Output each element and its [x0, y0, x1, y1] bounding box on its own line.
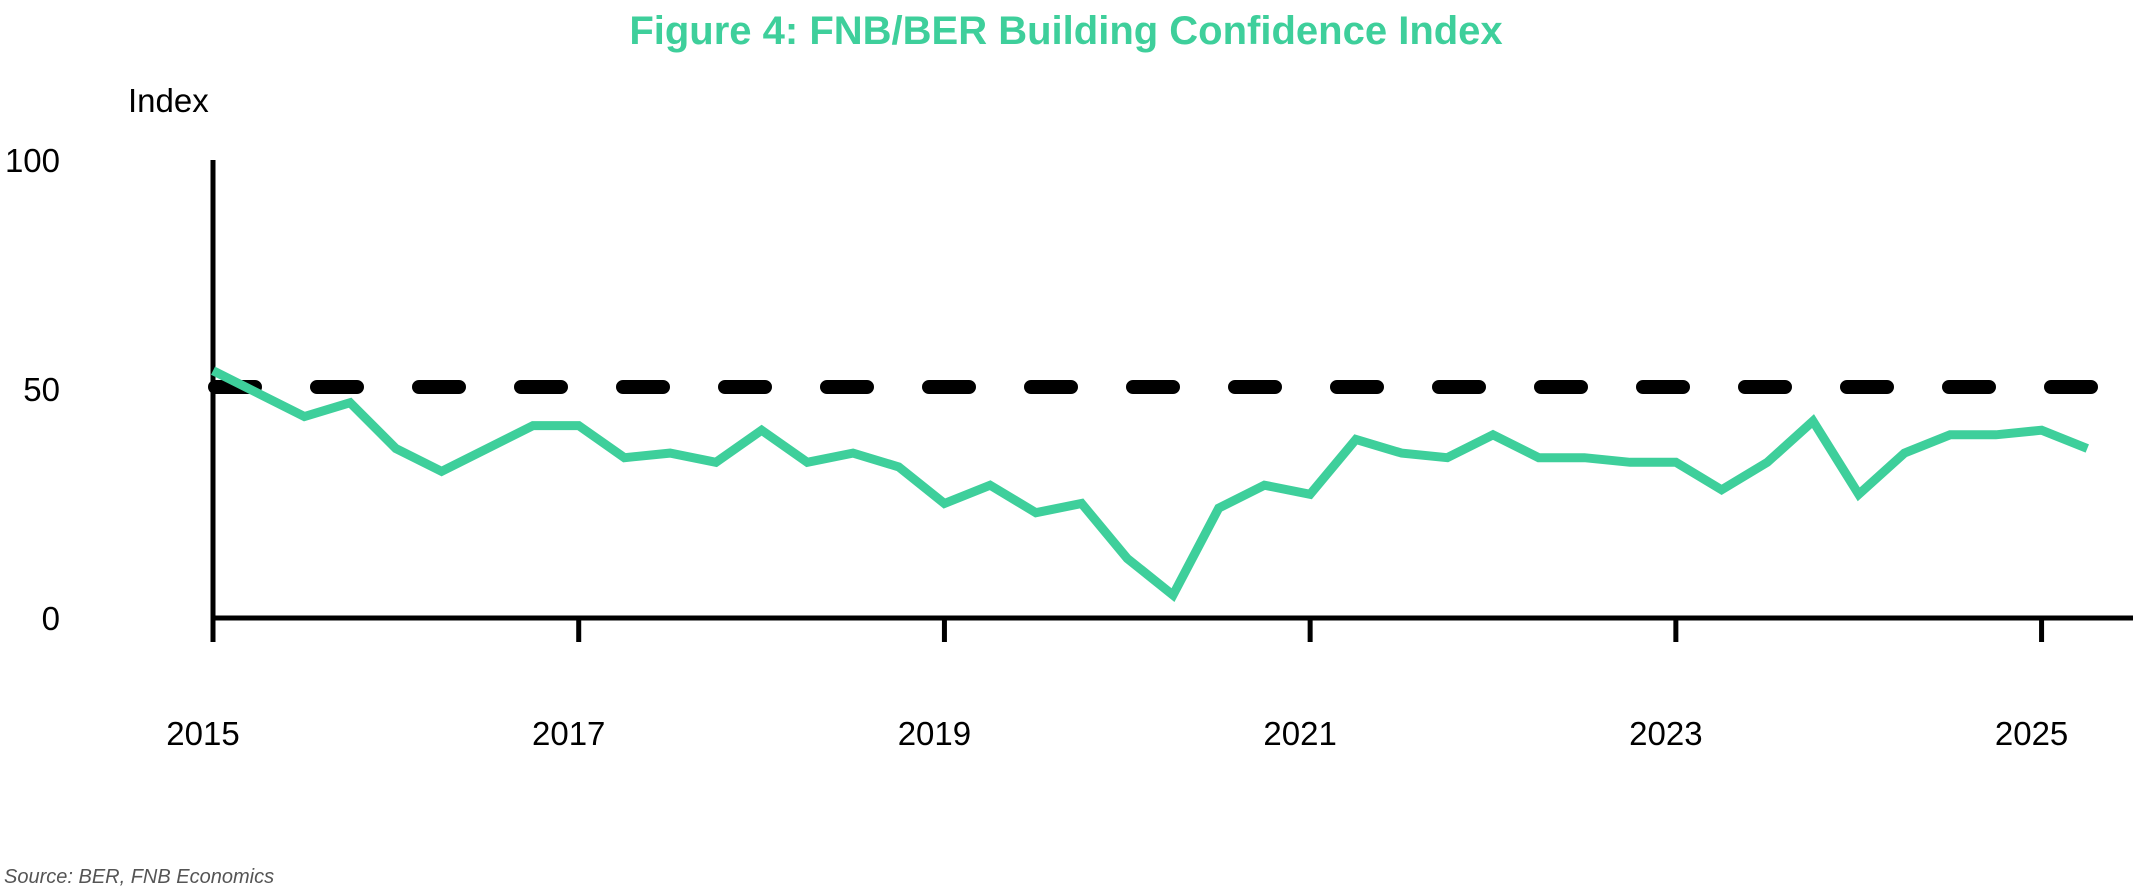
y-tick-label: 0 — [42, 600, 60, 637]
x-tick-label: 2023 — [1629, 715, 1702, 752]
y-tick-labels: 0 50 100 — [5, 142, 60, 637]
x-tick-label: 2015 — [166, 715, 239, 752]
series-line — [210, 366, 2089, 603]
source-note: Source: BER, FNB Economics — [4, 866, 274, 888]
x-tick-label: 2017 — [532, 715, 605, 752]
y-tick-label: 50 — [23, 371, 60, 408]
y-axis-label: Index — [128, 82, 209, 119]
y-tick-label: 100 — [5, 142, 60, 179]
x-tick-label: 2021 — [1263, 715, 1336, 752]
series-group — [210, 366, 2089, 603]
x-tick-labels: 2015 2017 2019 2021 2023 2025 — [166, 715, 2068, 752]
x-tick-marks — [210, 618, 2045, 642]
x-tick-label: 2019 — [898, 715, 971, 752]
x-tick-label: 2025 — [1995, 715, 2068, 752]
chart-title: Figure 4: FNB/BER Building Confidence In… — [629, 9, 1502, 53]
